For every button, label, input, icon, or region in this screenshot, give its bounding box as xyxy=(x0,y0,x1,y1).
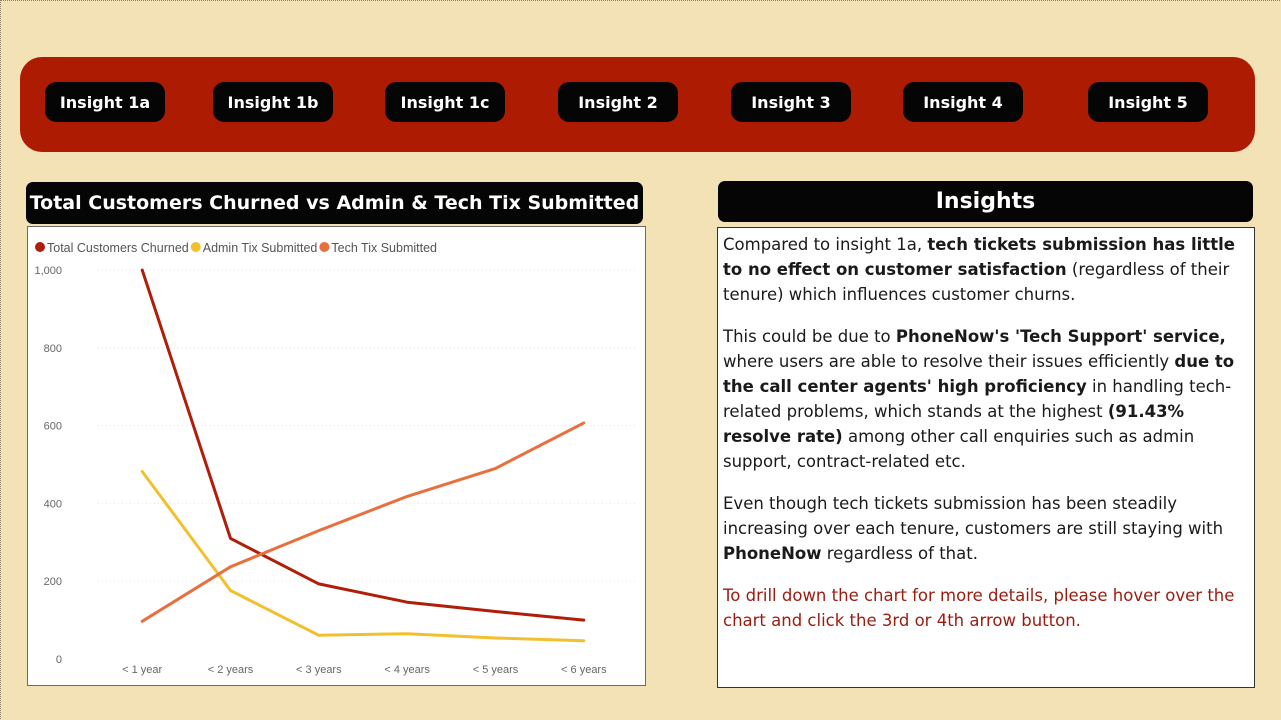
line-chart-svg: 0 200 400 600 800 1,000 < 1 year < 2 years < 3 y… xyxy=(34,241,638,676)
legend-label: Tech Tix Submitted xyxy=(331,241,437,255)
line-chart[interactable]: 0 200 400 600 800 1,000 < 1 year < 2 years < 3 y… xyxy=(27,226,646,686)
x-tick-label: < 6 years xyxy=(561,664,607,676)
x-tick-label: < 4 years xyxy=(384,664,430,676)
series-line-1 xyxy=(140,470,586,643)
x-tick-label: < 2 years xyxy=(208,664,254,676)
insight-paragraph-3: Even though tech tickets submission has … xyxy=(723,491,1248,566)
insight-bold-text: PhoneNow's 'Tech Support' service, xyxy=(895,327,1226,346)
y-tick-label: 800 xyxy=(44,343,62,355)
series-line-2 xyxy=(140,421,586,623)
x-tick-label: < 3 years xyxy=(296,664,342,676)
insight-1c-button[interactable]: Insight 1c xyxy=(385,82,505,122)
insight-bold-text: tech tickets submission has little to no… xyxy=(723,235,1235,279)
chart-title: Total Customers Churned vs Admin & Tech … xyxy=(26,182,643,224)
x-tick-label: < 5 years xyxy=(473,664,519,676)
drill-down-instruction: To drill down the chart for more details… xyxy=(723,586,1235,630)
legend-label: Admin Tix Submitted xyxy=(203,241,318,255)
insight-1b-button[interactable]: Insight 1b xyxy=(213,82,333,122)
insight-text: among other call enquiries such as admin… xyxy=(723,427,1195,471)
series-line-0 xyxy=(140,268,586,622)
y-tick-label: 0 xyxy=(56,654,62,666)
x-tick-label: < 1 year xyxy=(122,664,162,676)
insight-paragraph-2: This could be due to PhoneNow's 'Tech Su… xyxy=(723,324,1248,474)
y-tick-label: 1,000 xyxy=(34,265,62,277)
legend-marker xyxy=(319,242,330,252)
insight-text: in handling tech-related problems, which… xyxy=(723,377,1232,421)
insight-text: where users are able to resolve their is… xyxy=(723,352,1175,371)
y-tick-label: 400 xyxy=(44,498,62,510)
insight-bold-text: (91.43% resolve rate) xyxy=(723,402,1185,446)
insight-text: This could be due to xyxy=(723,327,896,346)
insights-text-box: Compared to insight 1a, tech tickets sub… xyxy=(717,227,1255,688)
insight-text: (regardless of their tenure) which influ… xyxy=(723,260,1230,304)
legend-marker xyxy=(190,242,201,252)
y-tick-label: 600 xyxy=(44,421,62,433)
insight-4-button[interactable]: Insight 4 xyxy=(903,82,1023,122)
legend-label: Total Customers Churned xyxy=(47,241,189,255)
insight-text: regardless of that. xyxy=(821,544,978,563)
insight-nav-bar: Insight 1a Insight 1b Insight 1c Insight… xyxy=(20,57,1255,152)
legend-marker xyxy=(35,242,45,252)
insight-5-button[interactable]: Insight 5 xyxy=(1088,82,1208,122)
insight-1a-button[interactable]: Insight 1a xyxy=(45,82,165,122)
insight-2-button[interactable]: Insight 2 xyxy=(558,82,678,122)
insight-text: Even though tech tickets submission has … xyxy=(723,494,1224,538)
insight-text: Compared to insight 1a, xyxy=(723,235,928,254)
insight-3-button[interactable]: Insight 3 xyxy=(731,82,851,122)
insight-bold-text: PhoneNow xyxy=(723,544,822,563)
insight-paragraph-1: Compared to insight 1a, tech tickets sub… xyxy=(723,232,1248,307)
insights-title: Insights xyxy=(718,181,1253,222)
y-tick-label: 200 xyxy=(44,576,62,588)
insight-bold-text: due to the call center agents' high prof… xyxy=(723,352,1235,396)
